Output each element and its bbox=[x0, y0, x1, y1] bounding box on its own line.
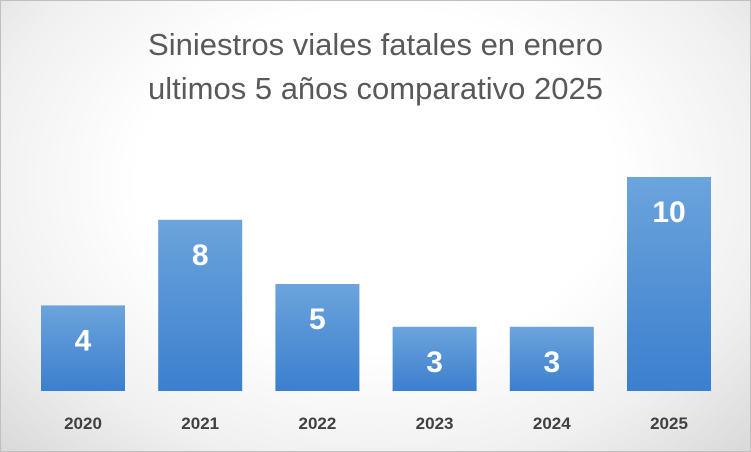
x-tick-2021: 2021 bbox=[181, 414, 219, 433]
bar-2020 bbox=[41, 305, 125, 391]
x-axis-tick-labels: 2020 2021 2022 2023 2024 2025 bbox=[64, 414, 688, 433]
chart-title: Siniestros viales fatales en enero ultim… bbox=[1, 23, 750, 111]
data-label-2024: 3 bbox=[543, 346, 560, 379]
chart-title-line-1: Siniestros viales fatales en enero bbox=[148, 27, 603, 62]
data-label-2022: 5 bbox=[309, 303, 326, 336]
bar-2025 bbox=[627, 177, 711, 391]
bar-2024 bbox=[509, 326, 594, 391]
bar-2022 bbox=[275, 284, 360, 391]
x-tick-2020: 2020 bbox=[64, 414, 102, 433]
x-tick-2023: 2023 bbox=[416, 414, 454, 433]
x-tick-2024: 2024 bbox=[533, 414, 571, 433]
x-tick-2022: 2022 bbox=[298, 414, 336, 433]
bar-2021 bbox=[158, 219, 243, 391]
data-label-2021: 8 bbox=[192, 239, 209, 272]
bars-layer bbox=[41, 177, 711, 391]
data-label-2020: 4 bbox=[75, 324, 92, 357]
data-label-2025: 10 bbox=[652, 196, 685, 229]
data-labels-layer: 4 8 5 3 3 10 bbox=[75, 196, 686, 379]
x-tick-2025: 2025 bbox=[650, 414, 688, 433]
bar-2023 bbox=[392, 326, 477, 391]
data-label-2023: 3 bbox=[426, 346, 443, 379]
chart-title-line-2: ultimos 5 años comparativo 2025 bbox=[148, 71, 603, 106]
